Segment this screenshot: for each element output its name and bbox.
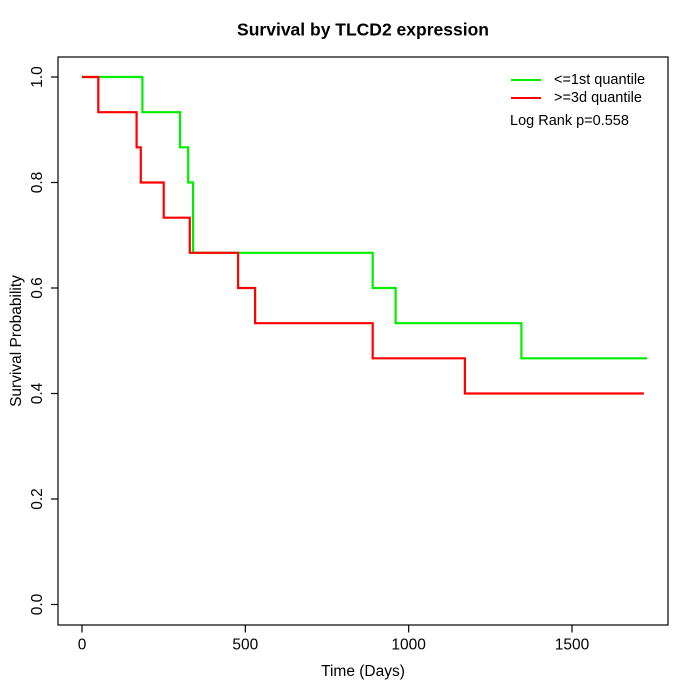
y-axis-tick-label: 0.4 <box>29 382 46 404</box>
km-curve-ge-3d-quantile <box>82 75 644 395</box>
x-axis-tick-label: 1000 <box>391 637 426 654</box>
legend-label-high-expression: >=3d quantile <box>554 90 642 106</box>
x-axis-tick-label: 1500 <box>555 637 590 654</box>
x-axis-title: Time (Days) <box>321 663 405 680</box>
y-axis-tick-label: 0.6 <box>29 277 46 299</box>
y-axis-tick-label: 1.0 <box>29 66 46 88</box>
legend-label-low-expression: <=1st quantile <box>554 72 646 88</box>
y-axis-title: Survival Probability <box>8 275 25 407</box>
y-axis-tick-label: 0.2 <box>29 488 46 510</box>
chart-title: Survival by TLCD2 expression <box>237 19 489 40</box>
legend-line-swatch-red <box>511 96 541 100</box>
legend: <=1st quantile >=3d quantile <box>511 71 645 107</box>
y-axis-tick-label: 0.8 <box>29 172 46 194</box>
plot-border <box>57 56 669 626</box>
log-rank-annotation: Log Rank p=0.558 <box>510 113 629 129</box>
x-axis-tick-label: 500 <box>232 637 258 654</box>
x-axis-tick-label: 0 <box>78 637 87 654</box>
legend-item-low-expression: <=1st quantile <box>511 71 645 89</box>
km-curve-le-1st-quantile <box>82 75 648 360</box>
y-axis-tick-label: 0.0 <box>29 593 46 615</box>
legend-item-high-expression: >=3d quantile <box>511 89 645 107</box>
legend-line-swatch-green <box>511 78 541 82</box>
